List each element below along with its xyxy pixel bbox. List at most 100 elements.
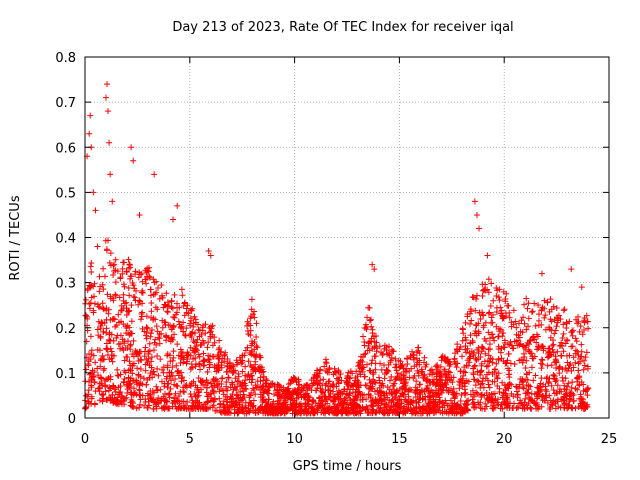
- data-point: [485, 276, 492, 283]
- data-point: [302, 401, 309, 408]
- data-point: [581, 357, 588, 364]
- data-point: [110, 271, 117, 278]
- data-point: [116, 294, 123, 301]
- data-point: [347, 374, 353, 381]
- data-point: [335, 408, 342, 415]
- data-point: [209, 353, 216, 360]
- data-point: [217, 400, 224, 407]
- data-point: [252, 361, 259, 368]
- data-point: [558, 352, 565, 359]
- data-point: [538, 306, 545, 313]
- data-point: [167, 385, 174, 392]
- data-point: [98, 374, 105, 381]
- data-point: [246, 394, 253, 401]
- data-point: [539, 397, 546, 404]
- data-point: [531, 336, 538, 343]
- data-point: [178, 369, 185, 376]
- data-point: [126, 358, 133, 365]
- data-point: [443, 408, 450, 415]
- data-point: [187, 352, 194, 359]
- data-point: [485, 289, 492, 296]
- data-point: [121, 357, 128, 364]
- data-point: [536, 311, 543, 318]
- data-point: [467, 332, 474, 339]
- data-point: [211, 334, 218, 341]
- data-point: [581, 326, 588, 333]
- data-point: [391, 386, 398, 393]
- data-point: [472, 362, 479, 369]
- data-point: [92, 207, 99, 214]
- data-point: [155, 284, 162, 291]
- data-point: [361, 373, 368, 380]
- data-point: [143, 269, 150, 276]
- data-point: [98, 355, 105, 362]
- data-point: [462, 346, 469, 353]
- data-point: [195, 405, 202, 412]
- data-point: [250, 402, 257, 409]
- data-point: [372, 360, 379, 367]
- data-point: [109, 358, 116, 365]
- data-point: [177, 388, 184, 395]
- data-point: [207, 390, 214, 397]
- data-point: [87, 112, 94, 119]
- data-point: [393, 361, 399, 368]
- data-point: [551, 359, 558, 366]
- data-point: [444, 387, 451, 394]
- data-point: [101, 382, 108, 389]
- data-point: [314, 402, 321, 409]
- data-point: [101, 365, 108, 372]
- data-point: [294, 390, 301, 397]
- data-point: [381, 404, 388, 411]
- data-point: [262, 404, 269, 411]
- data-point: [505, 371, 512, 378]
- data-point: [552, 378, 559, 385]
- data-point: [563, 319, 570, 326]
- data-point: [100, 328, 107, 335]
- data-point: [343, 401, 350, 408]
- data-point: [553, 323, 560, 330]
- data-point: [524, 305, 531, 312]
- data-point: [111, 268, 118, 275]
- data-point: [480, 312, 487, 319]
- data-point: [127, 346, 134, 353]
- data-point: [413, 398, 420, 405]
- data-point: [251, 308, 258, 315]
- data-point: [481, 358, 488, 365]
- data-point: [454, 341, 461, 348]
- data-point: [451, 355, 458, 362]
- data-point: [173, 362, 180, 369]
- data-point: [535, 302, 542, 309]
- data-point: [96, 380, 103, 387]
- data-point: [365, 304, 372, 311]
- data-point: [326, 364, 333, 371]
- data-point: [268, 408, 275, 415]
- data-point: [227, 365, 234, 372]
- data-point: [281, 390, 288, 397]
- data-point: [583, 402, 590, 409]
- data-point: [221, 351, 228, 358]
- data-point: [573, 338, 580, 345]
- data-point: [106, 336, 113, 343]
- data-point: [241, 352, 248, 359]
- data-point: [130, 400, 137, 407]
- y-tick-label: 0.3: [55, 277, 76, 292]
- data-point: [495, 346, 502, 353]
- data-point: [133, 349, 140, 356]
- data-point: [239, 379, 246, 386]
- data-point: [563, 336, 570, 343]
- data-point: [471, 376, 478, 383]
- data-point: [364, 314, 371, 321]
- data-point: [467, 321, 474, 328]
- data-point: [384, 351, 391, 358]
- data-point: [174, 383, 181, 390]
- data-point: [271, 383, 278, 390]
- data-point: [129, 279, 136, 286]
- data-point: [556, 342, 563, 349]
- data-point: [120, 321, 127, 328]
- data-point: [485, 362, 492, 369]
- data-point: [236, 354, 243, 361]
- data-point: [410, 356, 417, 363]
- data-point: [111, 386, 118, 393]
- data-point: [164, 364, 171, 371]
